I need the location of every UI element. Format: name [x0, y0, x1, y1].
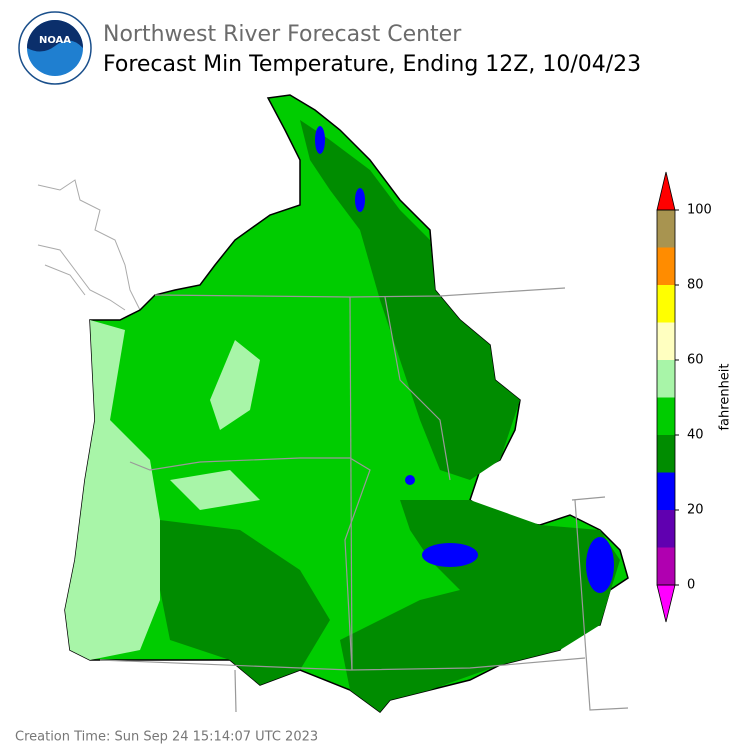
- colorbar-bin: [657, 397, 675, 435]
- svg-text:NOAA: NOAA: [39, 35, 71, 46]
- colorbar: 0 20 40 60 80 100: [656, 171, 712, 623]
- colorbar-extend-min: [656, 584, 676, 623]
- colorbar-tick-label: 60: [687, 353, 704, 368]
- colorbar-label: fahrenheit: [718, 363, 733, 430]
- colorbar-bin: [657, 360, 675, 398]
- colorbar-tick-label: 100: [687, 203, 712, 218]
- title: Northwest River Forecast Center: [103, 22, 462, 47]
- colorbar-tick-label: 40: [687, 428, 704, 443]
- colorbar-bin: [657, 547, 675, 585]
- colorbar-bin: [657, 285, 675, 323]
- coastline: [37, 179, 141, 311]
- state-borders: [99, 287, 629, 713]
- colorbar-bin: [657, 510, 675, 548]
- subtitle: Forecast Min Temperature, Ending 12Z, 10…: [103, 52, 641, 77]
- noaa-logo: NOAA: [18, 11, 92, 85]
- basin: [64, 94, 629, 714]
- colorbar-tick-label: 0: [687, 578, 695, 593]
- colorbar-frame: [656, 209, 676, 586]
- colorbar-extend-max: [656, 171, 676, 211]
- colorbar-tick-label: 80: [687, 278, 704, 293]
- colorbar-tick-label: 20: [687, 503, 704, 518]
- colorbar-bin: [657, 247, 675, 285]
- colorbar-bin: [657, 210, 675, 248]
- colorbar-bin: [657, 322, 675, 360]
- colorbar-bin: [657, 472, 675, 510]
- creation-time: Creation Time: Sun Sep 24 15:14:07 UTC 2…: [15, 730, 318, 745]
- colorbar-bin: [657, 435, 675, 473]
